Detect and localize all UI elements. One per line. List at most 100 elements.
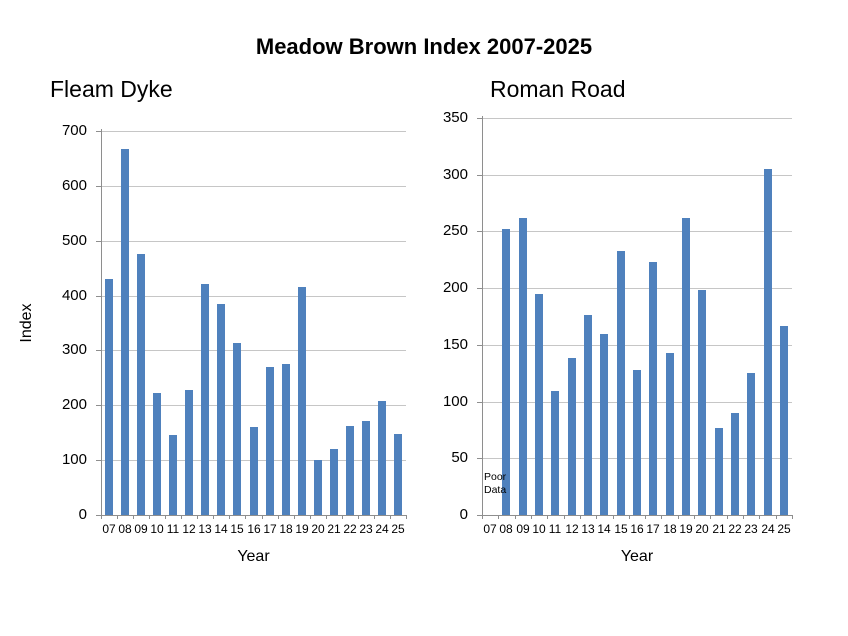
x-tick-mark <box>213 515 214 519</box>
x-tick-mark <box>358 515 359 519</box>
x-tick-label: 22 <box>343 522 357 536</box>
gridline <box>101 296 406 297</box>
bar-10 <box>153 393 161 515</box>
bar-14 <box>217 304 225 515</box>
x-tick-label: 07 <box>102 522 116 536</box>
bar-07 <box>105 279 113 515</box>
annotation-line: Poor <box>484 471 507 483</box>
bar-13 <box>584 315 592 515</box>
x-tick-mark <box>580 515 581 519</box>
x-tick-mark <box>101 515 102 519</box>
y-tick-label: 600 <box>61 177 87 194</box>
bar-11 <box>169 435 177 515</box>
x-tick-mark <box>229 515 230 519</box>
x-tick-label: 14 <box>597 522 611 536</box>
x-tick-mark <box>117 515 118 519</box>
bar-14 <box>600 334 608 515</box>
x-tick-label: 13 <box>581 522 595 536</box>
x-tick-label: 10 <box>150 522 164 536</box>
x-tick-mark <box>629 515 630 519</box>
x-tick-label: 19 <box>295 522 309 536</box>
x-tick-mark <box>165 515 166 519</box>
x-tick-mark <box>390 515 391 519</box>
y-tick-mark <box>96 131 101 132</box>
x-tick-mark <box>197 515 198 519</box>
x-tick-mark <box>245 515 246 519</box>
y-tick-mark <box>477 458 482 459</box>
bar-09 <box>519 218 527 515</box>
x-tick-label: 19 <box>679 522 693 536</box>
x-tick-label: 21 <box>712 522 726 536</box>
x-tick-mark <box>326 515 327 519</box>
bar-13 <box>201 284 209 515</box>
x-tick-mark <box>547 515 548 519</box>
y-tick-mark <box>96 515 101 516</box>
gridline <box>101 241 406 242</box>
x-tick-mark <box>278 515 279 519</box>
bar-21 <box>330 449 338 515</box>
x-tick-mark <box>792 515 793 519</box>
x-tick-mark <box>133 515 134 519</box>
y-tick-mark <box>477 231 482 232</box>
y-axis-line <box>101 129 102 515</box>
x-tick-label: 22 <box>728 522 742 536</box>
bar-25 <box>394 434 402 515</box>
y-tick-mark <box>96 296 101 297</box>
y-tick-label: 350 <box>442 109 468 126</box>
bar-08 <box>121 149 129 515</box>
page-title: Meadow Brown Index 2007-2025 <box>255 34 593 59</box>
y-tick-mark <box>477 288 482 289</box>
x-tick-mark <box>661 515 662 519</box>
annotation-line: Data <box>484 484 507 496</box>
y-tick-label: 300 <box>442 166 468 183</box>
bar-08 <box>502 229 510 515</box>
x-tick-label: 25 <box>777 522 791 536</box>
bar-22 <box>731 413 739 515</box>
bar-17 <box>649 262 657 515</box>
bar-22 <box>346 426 354 515</box>
y-tick-label: 100 <box>61 451 87 468</box>
x-tick-label: 24 <box>375 522 389 536</box>
x-tick-label: 10 <box>532 522 546 536</box>
x-tick-label: 15 <box>230 522 244 536</box>
x-tick-mark <box>710 515 711 519</box>
bar-15 <box>617 251 625 515</box>
x-tick-label: 11 <box>548 522 562 536</box>
x-axis-title: Year <box>237 548 270 565</box>
y-tick-mark <box>96 405 101 406</box>
x-tick-mark <box>678 515 679 519</box>
x-tick-label: 09 <box>516 522 530 536</box>
x-tick-label: 21 <box>327 522 341 536</box>
x-tick-mark <box>149 515 150 519</box>
y-tick-label: 250 <box>442 222 468 239</box>
x-tick-label: 17 <box>646 522 660 536</box>
x-tick-label: 11 <box>166 522 180 536</box>
x-tick-label: 17 <box>263 522 277 536</box>
bar-18 <box>282 364 290 515</box>
bar-10 <box>535 294 543 515</box>
y-tick-mark <box>96 241 101 242</box>
bar-11 <box>551 391 559 515</box>
y-tick-label: 150 <box>442 336 468 353</box>
x-tick-label: 20 <box>311 522 325 536</box>
x-tick-label: 07 <box>483 522 497 536</box>
y-tick-mark <box>477 515 482 516</box>
bar-17 <box>266 367 274 515</box>
bar-15 <box>233 343 241 515</box>
bar-19 <box>682 218 690 515</box>
bar-12 <box>185 390 193 515</box>
x-tick-label: 25 <box>391 522 405 536</box>
x-tick-label: 18 <box>663 522 677 536</box>
y-tick-label: 700 <box>61 122 87 139</box>
bar-16 <box>250 427 258 515</box>
bar-20 <box>698 290 706 515</box>
x-tick-mark <box>262 515 263 519</box>
y-tick-label: 50 <box>451 449 468 466</box>
gridline <box>482 288 792 289</box>
x-tick-mark <box>374 515 375 519</box>
y-tick-label: 300 <box>61 341 87 358</box>
y-tick-label: 200 <box>61 396 87 413</box>
gridline <box>482 175 792 176</box>
x-tick-mark <box>613 515 614 519</box>
x-tick-label: 20 <box>695 522 709 536</box>
